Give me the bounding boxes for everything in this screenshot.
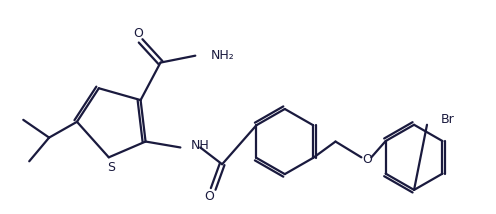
Text: NH₂: NH₂: [211, 49, 235, 62]
Text: Br: Br: [441, 113, 455, 126]
Text: NH: NH: [190, 139, 209, 152]
Text: O: O: [204, 190, 214, 203]
Text: O: O: [363, 153, 372, 166]
Text: S: S: [107, 161, 115, 174]
Text: O: O: [134, 27, 143, 40]
